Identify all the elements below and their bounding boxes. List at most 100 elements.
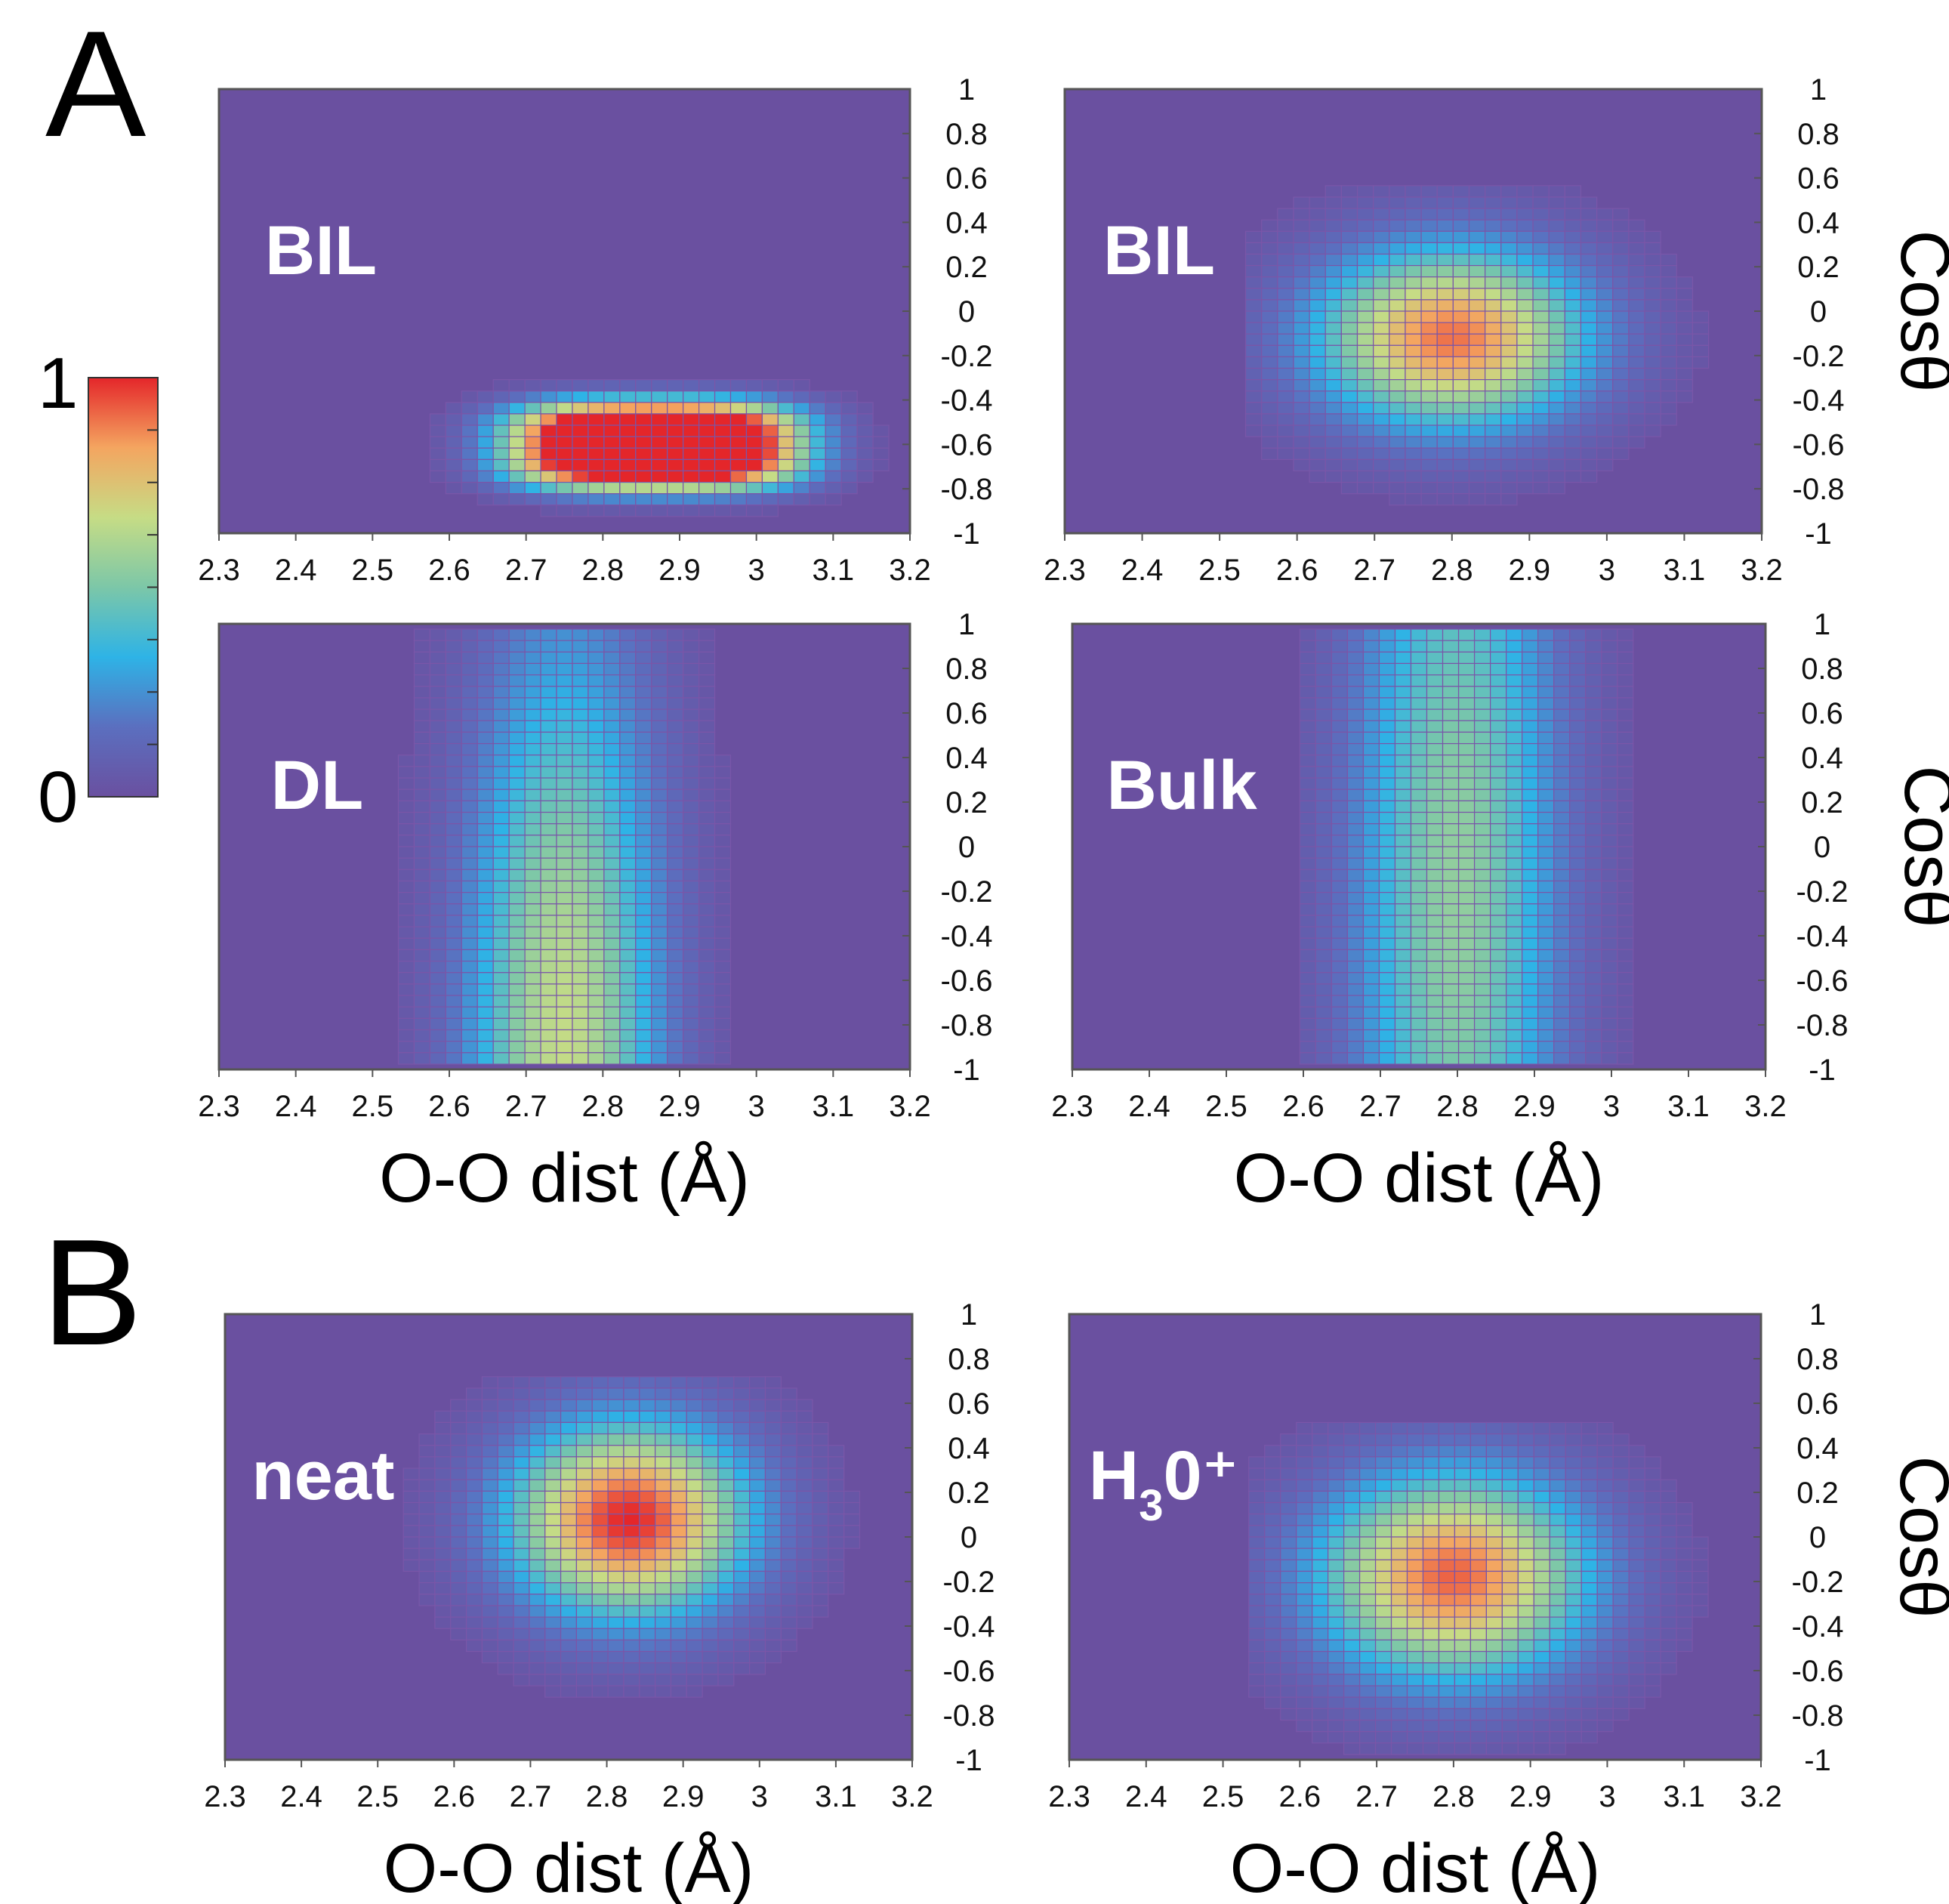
heatmap-cell (413, 926, 430, 939)
heatmap-cell (556, 493, 573, 506)
heatmap-cell (418, 1433, 436, 1446)
heatmap-cell (445, 880, 462, 893)
heatmap-cell (1261, 424, 1278, 437)
heatmap-cell (1454, 1708, 1472, 1721)
heatmap-cell (1389, 208, 1406, 221)
heatmap-cell (1565, 1662, 1582, 1675)
heatmap-cell (1553, 755, 1571, 767)
heatmap-cell (698, 720, 716, 733)
heatmap-cell (1549, 1559, 1566, 1572)
heatmap-cell (809, 447, 826, 460)
heatmap-cell (1312, 1605, 1329, 1618)
heatmap-cell (1331, 926, 1348, 939)
heatmap-cell (714, 493, 732, 506)
heatmap-cell (1628, 1445, 1645, 1458)
heatmap-cell (413, 1029, 430, 1042)
heatmap-cell (714, 436, 732, 449)
heatmap-cell (1296, 1467, 1313, 1480)
heatmap-cell (1343, 1582, 1361, 1595)
heatmap-cell (492, 892, 510, 905)
heatmap-cell (1506, 788, 1523, 801)
heatmap-cell (1410, 880, 1428, 893)
heatmap-cell (1420, 493, 1438, 506)
heatmap-cell (1378, 651, 1396, 665)
x-tick-label: 3.1 (1663, 1780, 1705, 1813)
heatmap-cell (1436, 402, 1454, 415)
heatmap-cell (1580, 230, 1598, 243)
heatmap-cell (1426, 788, 1444, 801)
heatmap-cell (1506, 800, 1523, 813)
heatmap-cell (764, 1594, 782, 1606)
heatmap-cell (556, 742, 573, 756)
heatmap-cell (667, 788, 684, 801)
heatmap-cell (524, 1029, 541, 1042)
heatmap-cell (654, 1467, 672, 1480)
heatmap-cell (1264, 1445, 1281, 1458)
heatmap-cell (1394, 1029, 1412, 1042)
heatmap-cell (560, 1421, 578, 1435)
heatmap-cell (1617, 1006, 1634, 1019)
heatmap-cell (667, 846, 684, 859)
heatmap-cell (1644, 1559, 1661, 1572)
y-tick-label: 0.4 (1797, 206, 1840, 239)
heatmap-cell (1315, 949, 1332, 962)
heatmap-cell (1532, 196, 1550, 209)
heatmap-cell (667, 972, 684, 985)
heatmap-cell (1454, 1536, 1472, 1549)
heatmap-cell (777, 424, 794, 437)
heatmap-cell (1660, 1548, 1677, 1560)
heatmap-cell (1389, 390, 1406, 403)
heatmap-cell (654, 1514, 672, 1526)
heatmap-cell (1549, 1719, 1566, 1733)
heatmap-cell (497, 1559, 514, 1572)
heatmap-cell (540, 880, 557, 893)
heatmap-cell (780, 1490, 797, 1504)
heatmap-cell (683, 390, 700, 403)
heatmap-cell (1374, 1433, 1392, 1446)
heatmap-cell (1442, 823, 1460, 836)
heatmap-cell (1628, 1674, 1645, 1686)
heatmap-cell (1373, 208, 1390, 221)
heatmap-cell (1373, 344, 1390, 358)
heatmap-cell (1331, 662, 1348, 676)
heatmap-cell (1405, 310, 1422, 323)
heatmap-cell (1585, 731, 1602, 745)
heatmap-cell (1580, 1479, 1598, 1492)
heatmap-cell (492, 766, 510, 779)
heatmap-cell (1485, 413, 1502, 426)
heatmap-cell (1299, 686, 1316, 699)
heatmap-cell (1378, 835, 1396, 847)
heatmap-cell (698, 470, 716, 483)
heatmap-cell (714, 1052, 732, 1065)
heatmap-cell (749, 1433, 766, 1446)
heatmap-cell (651, 1017, 668, 1031)
heatmap-cell (1280, 1594, 1297, 1606)
heatmap-cell (733, 1548, 751, 1560)
heatmap-cell (1564, 253, 1582, 267)
panel-label-line2: DL (271, 747, 364, 824)
heatmap-cell (1394, 995, 1412, 1008)
heatmap-panel-1: 2.3 2.4 2.5 2.6 2.7 2.8 2.9 3 3.1 3.210.80.60.40.… (198, 0, 992, 587)
heatmap-cell (1394, 640, 1412, 653)
heatmap-cell (1580, 310, 1598, 323)
heatmap-cell (1312, 1719, 1329, 1733)
heatmap-cell (1517, 1467, 1534, 1480)
heatmap-cell (1264, 1536, 1281, 1549)
heatmap-cell (413, 1052, 430, 1065)
heatmap-cell (1580, 208, 1598, 221)
heatmap-cell (1394, 892, 1412, 905)
heatmap-cell (619, 505, 637, 517)
heatmap-cell (492, 628, 510, 641)
heatmap-cell (1442, 937, 1460, 951)
heatmap-cell (828, 1582, 845, 1595)
heatmap-cell (1468, 264, 1486, 278)
heatmap-cell (749, 1387, 766, 1400)
heatmap-cell (587, 731, 605, 745)
heatmap-cell (654, 1376, 672, 1389)
heatmap-cell (508, 972, 526, 985)
heatmap-cell (1296, 1674, 1313, 1686)
heatmap-cell (1296, 1616, 1313, 1629)
heatmap-cell (1356, 333, 1374, 346)
heatmap-cell (1389, 322, 1406, 335)
heatmap-cell (1660, 1501, 1677, 1515)
